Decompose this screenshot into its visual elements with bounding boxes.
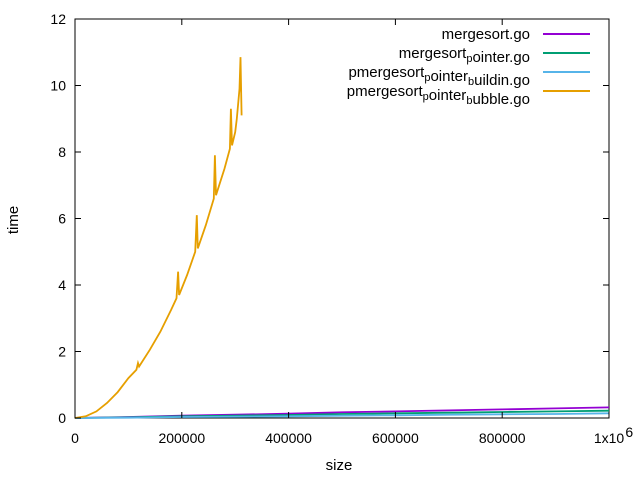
- x-tick-label: 0: [71, 430, 79, 446]
- y-tick-label: 10: [50, 78, 66, 94]
- x-tick-label: 800000: [479, 430, 526, 446]
- x-tick-label: 600000: [372, 430, 419, 446]
- legend-label-1: mergesort.go: [442, 26, 530, 43]
- series-line-4: [74, 57, 243, 419]
- legend-label-4: pmergesortpointerbubble.go: [347, 83, 530, 108]
- y-tick-label: 2: [58, 344, 66, 360]
- y-tick-label: 8: [58, 144, 66, 160]
- x-tick-exponent: 6: [625, 424, 633, 440]
- y-tick-label: 6: [58, 211, 66, 227]
- legend: mergesort.gomergesortpointer.gopmergesor…: [347, 26, 590, 108]
- x-tick-label: 400000: [265, 430, 312, 446]
- x-tick-label: 1x10: [594, 430, 625, 446]
- y-tick-label: 12: [50, 11, 66, 27]
- series-line-3: [74, 412, 610, 419]
- x-axis-label: size: [326, 457, 353, 474]
- legend-label-2: mergesortpointer.go: [399, 45, 530, 66]
- y-axis-label: time: [5, 206, 22, 234]
- series-layer: [74, 57, 610, 419]
- y-tick-label: 4: [58, 277, 66, 293]
- y-tick-label: 0: [58, 410, 66, 426]
- x-tick-label: 200000: [158, 430, 205, 446]
- legend-label-3: pmergesortpointerbuildin.go: [348, 64, 530, 89]
